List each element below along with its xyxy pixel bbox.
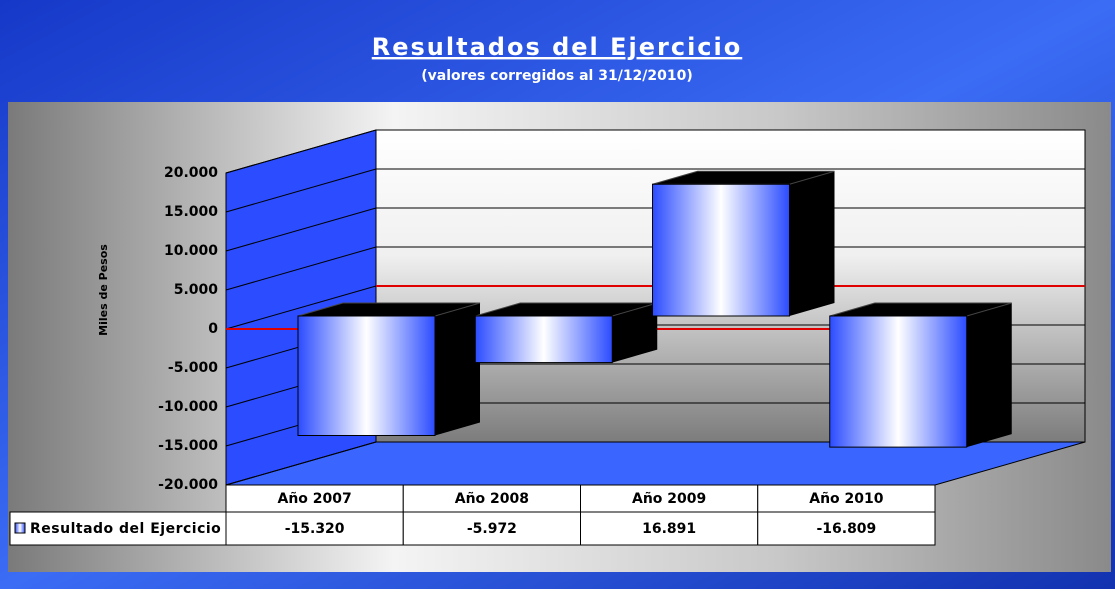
bar (474, 315, 613, 364)
grid-line (225, 441, 377, 486)
y-tick-label: 0 (208, 321, 218, 337)
bar (297, 315, 436, 436)
legend-swatch (14, 522, 26, 534)
table-value: 16.891 (642, 521, 696, 537)
y-tick-label: -10.000 (158, 399, 218, 415)
table-cell (757, 484, 936, 513)
y-tick-label: -15.000 (158, 438, 218, 454)
table-cell (225, 511, 404, 546)
bar-side (966, 303, 1012, 448)
table-cell (580, 484, 759, 513)
table-cell (580, 511, 759, 546)
y-tick-label: 20.000 (164, 165, 218, 181)
table-value: -16.809 (816, 521, 876, 537)
x-tick-label: Año 2009 (632, 491, 706, 507)
y-tick-label: 10.000 (164, 243, 218, 259)
grid-line (225, 129, 377, 174)
grid-line (225, 285, 377, 330)
x-tick-label: Año 2010 (809, 491, 884, 507)
y-tick-label: -5.000 (168, 360, 218, 376)
table-cell (225, 484, 404, 513)
table-cell (402, 511, 581, 546)
legend-label: Resultado del Ejercicio (30, 521, 221, 537)
bar-side (612, 303, 658, 363)
bar-side (435, 303, 480, 436)
chart-subtitle: (valores corregidos al 31/12/2010) (421, 68, 693, 84)
y-axis-label: Miles de Pesos (97, 244, 110, 336)
grid-line (225, 246, 377, 291)
x-tick-label: Año 2007 (277, 491, 351, 507)
grid-line (225, 207, 377, 252)
chart-title: Resultados del Ejercicio (372, 33, 743, 61)
bar (829, 315, 968, 448)
table-value: -5.972 (467, 521, 517, 537)
y-tick-label: -20.000 (158, 477, 218, 493)
table-cell (757, 511, 936, 546)
bar-side (789, 171, 835, 316)
table-value: -15.320 (285, 521, 345, 537)
y-tick-label: 5.000 (174, 282, 219, 298)
bar (652, 183, 790, 317)
x-tick-label: Año 2008 (455, 491, 529, 507)
grid-line (225, 168, 377, 213)
table-cell (402, 484, 581, 513)
y-tick-label: 15.000 (164, 204, 218, 220)
